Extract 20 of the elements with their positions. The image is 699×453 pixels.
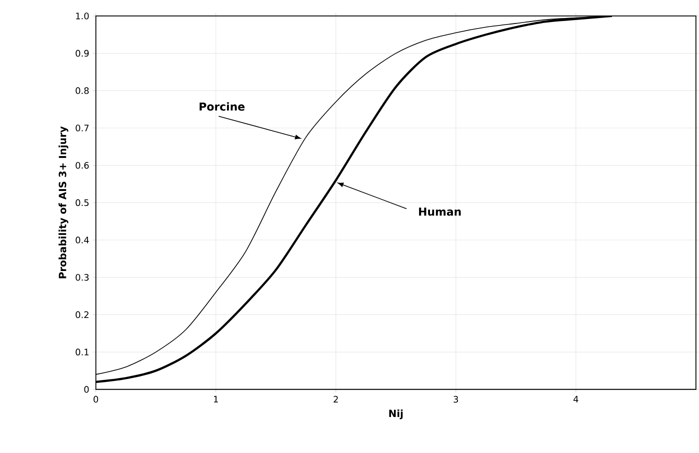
y-tick-label: 0.2 xyxy=(76,311,88,318)
x-tick-label: 1 xyxy=(214,396,218,402)
annotation: Human xyxy=(419,208,461,216)
y-tick-label: 0.4 xyxy=(76,236,89,244)
x-tick-label: 0 xyxy=(94,396,98,403)
y-tick-label: 0.9 xyxy=(76,50,89,57)
y-axis-title: Probability of AIS 3+ Injury xyxy=(58,126,68,278)
y-tick-label: 0.6 xyxy=(76,162,89,169)
x-axis-title: Nij xyxy=(389,409,403,420)
y-tick-label: 0.8 xyxy=(76,87,89,94)
x-tick-label: 3 xyxy=(454,396,458,403)
y-tick-label: 0 xyxy=(84,386,89,393)
y-tick-label: 0.7 xyxy=(76,124,89,132)
y-tick-label: 1.0 xyxy=(76,12,89,20)
x-tick-label: 4 xyxy=(573,396,578,402)
annotation: Porcine xyxy=(200,102,245,111)
x-tick-label: 2 xyxy=(334,396,338,402)
y-tick-label: 0.5 xyxy=(76,199,89,206)
y-tick-label: 0.1 xyxy=(76,348,89,356)
y-tick-label: 0.3 xyxy=(76,274,89,281)
